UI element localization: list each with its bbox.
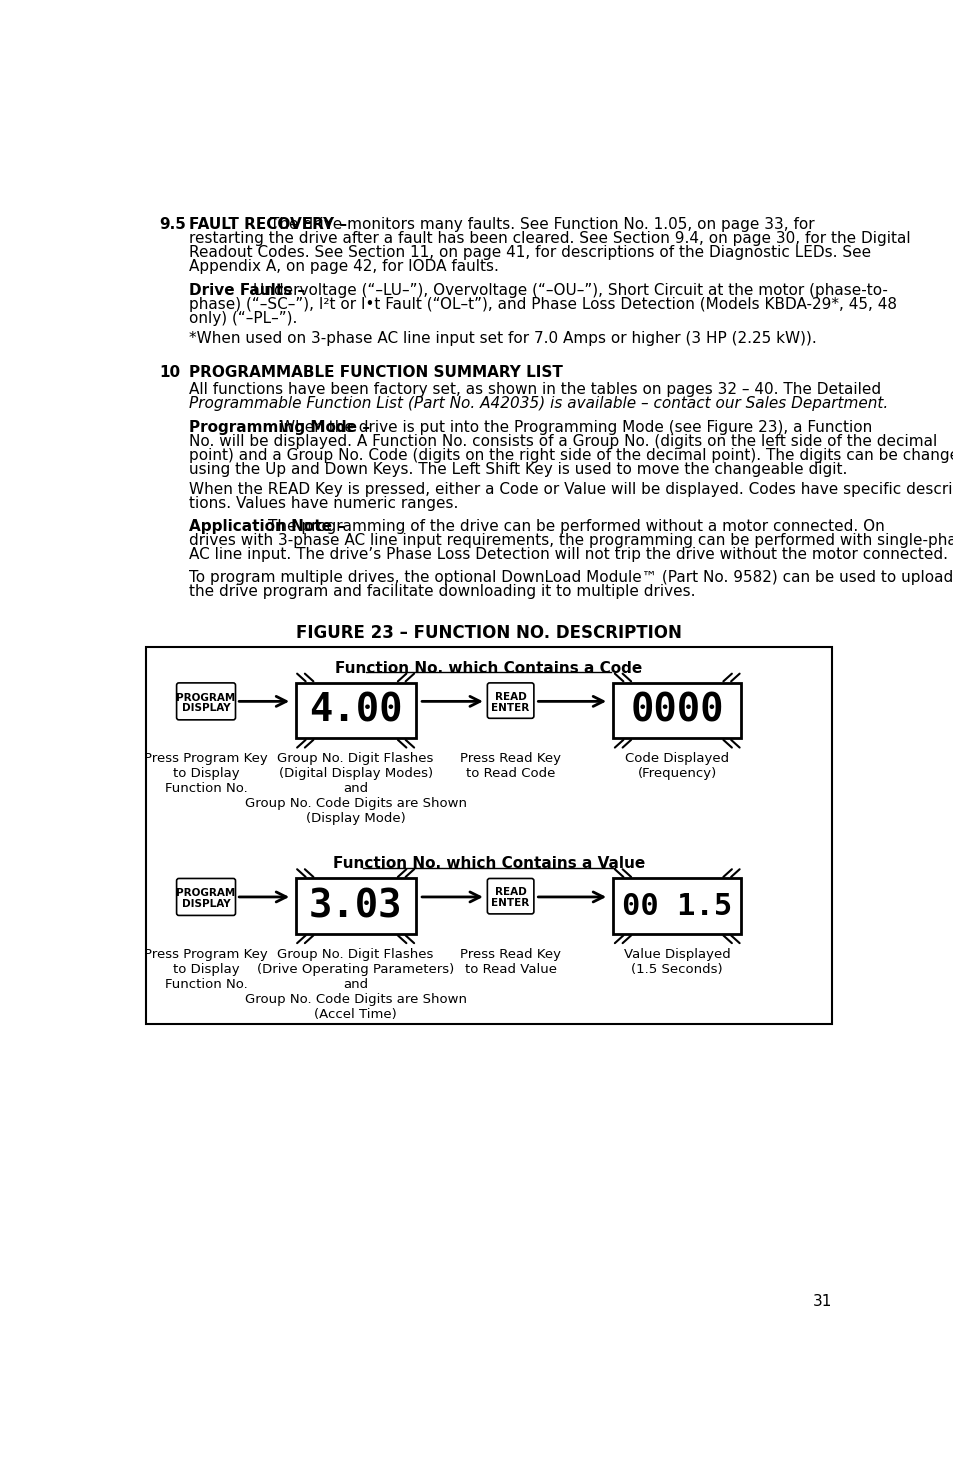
Text: tions. Values have numeric ranges.: tions. Values have numeric ranges.: [189, 496, 457, 510]
Text: Press Read Key
to Read Code: Press Read Key to Read Code: [459, 752, 560, 780]
Text: To program multiple drives, the optional DownLoad Module™ (Part No. 9582) can be: To program multiple drives, the optional…: [189, 569, 952, 584]
Text: Function No. which Contains a Code: Function No. which Contains a Code: [335, 661, 642, 676]
Text: 3.03: 3.03: [309, 886, 402, 925]
Text: 31: 31: [812, 1294, 831, 1308]
Text: Press Program Key
to Display
Function No.: Press Program Key to Display Function No…: [144, 752, 268, 795]
Text: The drive monitors many faults. See Function No. 1.05, on page 33, for: The drive monitors many faults. See Func…: [270, 217, 814, 232]
Text: When the drive is put into the Programming Mode (see Figure 23), a Function: When the drive is put into the Programmi…: [280, 420, 872, 435]
Text: When the READ Key is pressed, either a Code or Value will be displayed. Codes ha: When the READ Key is pressed, either a C…: [189, 482, 953, 497]
Bar: [613, 683, 740, 739]
Text: 9.5: 9.5: [159, 217, 186, 232]
Text: DISPLAY: DISPLAY: [182, 704, 230, 714]
Text: All functions have been factory set, as shown in the tables on pages 32 – 40. Th: All functions have been factory set, as …: [189, 382, 881, 397]
Text: drives with 3-phase AC line input requirements, the programming can be performed: drives with 3-phase AC line input requir…: [189, 532, 953, 547]
Text: Press Program Key
to Display
Function No.: Press Program Key to Display Function No…: [144, 948, 268, 991]
Text: Group No. Digit Flashes
(Drive Operating Parameters)
and
Group No. Code Digits a: Group No. Digit Flashes (Drive Operating…: [244, 948, 466, 1021]
FancyBboxPatch shape: [487, 879, 534, 914]
Text: PROGRAM: PROGRAM: [176, 888, 235, 898]
Text: Press Read Key
to Read Value: Press Read Key to Read Value: [459, 948, 560, 976]
Text: Group No. Digit Flashes
(Digital Display Modes)
and
Group No. Code Digits are Sh: Group No. Digit Flashes (Digital Display…: [244, 752, 466, 825]
Bar: [295, 879, 416, 934]
Text: AC line input. The drive’s Phase Loss Detection will not trip the drive without : AC line input. The drive’s Phase Loss De…: [189, 547, 947, 562]
Text: phase) (“–SC–”), I²t or I•t Fault (“OL–t”), and Phase Loss Detection (Models KBD: phase) (“–SC–”), I²t or I•t Fault (“OL–t…: [189, 296, 896, 313]
Text: ENTER: ENTER: [491, 898, 529, 909]
Text: the drive program and facilitate downloading it to multiple drives.: the drive program and facilitate downloa…: [189, 584, 695, 599]
Bar: [613, 879, 740, 934]
Text: using the Up and Down Keys. The Left Shift Key is used to move the changeable di: using the Up and Down Keys. The Left Shi…: [189, 462, 846, 476]
Text: Programmable Function List (Part No. A42035) is available – contact our Sales De: Programmable Function List (Part No. A42…: [189, 395, 887, 410]
Text: No. will be displayed. A Function No. consists of a Group No. (digits on the lef: No. will be displayed. A Function No. co…: [189, 434, 936, 450]
Bar: [146, 646, 831, 1024]
Text: Drive Faults –: Drive Faults –: [189, 283, 305, 298]
FancyBboxPatch shape: [487, 683, 534, 718]
Text: Application Note –: Application Note –: [189, 519, 345, 534]
Text: READ: READ: [495, 692, 526, 702]
Text: Undervoltage (“–LU–”), Overvoltage (“–OU–”), Short Circuit at the motor (phase-t: Undervoltage (“–LU–”), Overvoltage (“–OU…: [253, 283, 887, 298]
Text: 4.00: 4.00: [309, 692, 402, 730]
Text: FAULT RECOVERY –: FAULT RECOVERY –: [189, 217, 347, 232]
Text: PROGRAMMABLE FUNCTION SUMMARY LIST: PROGRAMMABLE FUNCTION SUMMARY LIST: [189, 364, 562, 381]
FancyBboxPatch shape: [176, 683, 235, 720]
Bar: [295, 683, 416, 739]
Text: PROGRAM: PROGRAM: [176, 693, 235, 702]
Text: 0000: 0000: [630, 692, 723, 730]
Text: READ: READ: [495, 888, 526, 897]
Text: *When used on 3-phase AC line input set for 7.0 Amps or higher (3 HP (2.25 kW)).: *When used on 3-phase AC line input set …: [189, 330, 816, 347]
FancyBboxPatch shape: [176, 879, 235, 916]
Text: Readout Codes. See Section 11, on page 41, for descriptions of the Diagnostic LE: Readout Codes. See Section 11, on page 4…: [189, 245, 870, 260]
Text: Code Displayed
(Frequency): Code Displayed (Frequency): [624, 752, 728, 780]
Text: point) and a Group No. Code (digits on the right side of the decimal point). The: point) and a Group No. Code (digits on t…: [189, 448, 953, 463]
Text: restarting the drive after a fault has been cleared. See Section 9.4, on page 30: restarting the drive after a fault has b…: [189, 232, 910, 246]
Text: Programming Mode –: Programming Mode –: [189, 420, 370, 435]
Text: The programming of the drive can be performed without a motor connected. On: The programming of the drive can be perf…: [268, 519, 883, 534]
Text: only) (“–PL–”).: only) (“–PL–”).: [189, 311, 297, 326]
Text: Function No. which Contains a Value: Function No. which Contains a Value: [333, 855, 644, 872]
Text: Appendix A, on page 42, for IODA faults.: Appendix A, on page 42, for IODA faults.: [189, 258, 498, 274]
Text: 00 1.5: 00 1.5: [621, 892, 732, 920]
Text: ENTER: ENTER: [491, 702, 529, 712]
Text: 10: 10: [159, 364, 180, 381]
Text: FIGURE 23 – FUNCTION NO. DESCRIPTION: FIGURE 23 – FUNCTION NO. DESCRIPTION: [295, 624, 681, 642]
Text: DISPLAY: DISPLAY: [182, 898, 230, 909]
Text: Value Displayed
(1.5 Seconds): Value Displayed (1.5 Seconds): [623, 948, 730, 976]
